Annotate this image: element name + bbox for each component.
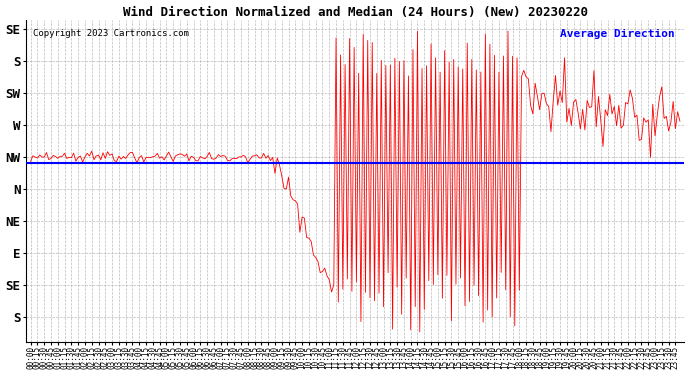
Title: Wind Direction Normalized and Median (24 Hours) (New) 20230220: Wind Direction Normalized and Median (24… bbox=[123, 6, 588, 18]
Text: Average Direction: Average Direction bbox=[560, 29, 675, 39]
Text: Copyright 2023 Cartronics.com: Copyright 2023 Cartronics.com bbox=[32, 29, 188, 38]
